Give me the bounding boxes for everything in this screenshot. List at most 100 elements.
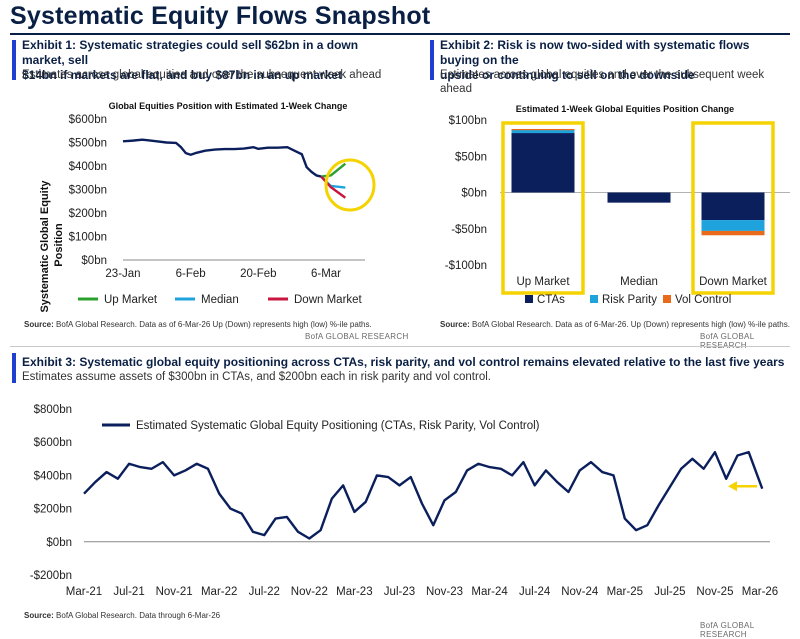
section-divider [10, 346, 790, 347]
exhibit3-subtitle: Estimates assume assets of $300bn in CTA… [22, 371, 491, 383]
chart2-bar-ctas [607, 192, 671, 203]
chart3-x-tick-label: Mar-26 [742, 586, 778, 598]
chart3-x-tick-label: Nov-21 [156, 586, 193, 598]
chart1-y-axis-label-line2: Position [53, 223, 65, 267]
chart1-x-tick-label: 23-Jan [105, 268, 140, 280]
chart2-highlight-box [501, 121, 585, 295]
chart3-x-tick-label: Nov-23 [426, 586, 463, 598]
chart3-x-tick-label: Jul-24 [519, 586, 551, 598]
chart1-y-tick-label: $600bn [69, 114, 107, 126]
chart2-legend-label: Risk Parity [602, 294, 657, 306]
chart3-positioning-line [83, 450, 764, 540]
exhibit3-source: Source: BofA Global Research. Data throu… [24, 611, 220, 620]
chart2-svg: Estimated 1-Week Global Equities Positio… [445, 104, 790, 306]
exhibit2-source-text: BofA Global Research. Data as of 6-Mar-2… [472, 320, 790, 329]
exhibit2-source-label: Source: [440, 320, 470, 329]
chart1-legend-label: Up Market [104, 294, 158, 306]
exhibit3-accent-bar [12, 353, 16, 383]
chart2-bar-vol-control [511, 128, 575, 131]
exhibit2-title-line2: upside or continuing to sell on the down… [440, 68, 695, 82]
chart1-x-tick-label: 20-Feb [240, 268, 276, 280]
chart2-y-tick-label: -$100bn [445, 260, 487, 272]
exhibit3-source-label: Source: [24, 611, 54, 620]
chart1-x-tick-label: 6-Mar [311, 268, 341, 280]
chart1-y-axis-label-line1: Systematic Global Equity [39, 180, 51, 313]
chart3-x-tick-label: Mar-21 [66, 586, 102, 598]
chart3-arrow-head [728, 481, 737, 492]
exhibit3-source-text: BofA Global Research. Data through 6-Mar… [56, 611, 221, 620]
chart3-y-tick-label: -$200bn [30, 570, 72, 582]
exhibit1-source: Source: BofA Global Research. Data as of… [24, 320, 372, 329]
chart3-x-tick-label: Jul-23 [384, 586, 415, 598]
chart1-legend-label: Median [201, 294, 239, 306]
exhibit1-title-line1: Exhibit 1: Systematic strategies could s… [22, 38, 359, 67]
chart1-projection-up-market [321, 162, 347, 178]
exhibit3-title: Exhibit 3: Systematic global equity posi… [22, 355, 785, 369]
chart3-x-tick-label: Jul-25 [654, 586, 685, 598]
chart3-x-tick-label: Nov-25 [696, 586, 733, 598]
chart3-x-tick-label: Mar-22 [201, 586, 237, 598]
chart1-history-line [122, 138, 322, 178]
chart1-y-axis-label: Systematic Global Equity Position [39, 177, 65, 312]
chart2-legend-swatch [590, 295, 598, 303]
exhibit2-subtitle: Estimates across global equities and ove… [440, 69, 765, 95]
exhibit3-brand: BofA GLOBAL RESEARCH [700, 621, 755, 639]
chart1-y-tick-label: $200bn [69, 208, 107, 220]
exhibit2-accent-bar [430, 40, 434, 80]
chart3-svg: $800bn $600bn $400bn $200bn $0bn -$200bn Mar-… [30, 404, 778, 598]
chart1-legend-label: Down Market [294, 294, 363, 306]
chart1-x-tick-label: 6-Feb [176, 268, 206, 280]
chart3-x-tick-label: Nov-24 [561, 586, 599, 598]
exhibit1-title: Exhibit 1: Systematic strategies could s… [22, 38, 402, 83]
chart2-highlight-box [691, 121, 775, 295]
page-title: Systematic Equity Flows Snapshot [10, 2, 431, 30]
chart3-y-tick-label: $200bn [34, 504, 72, 516]
chart1-highlight-ellipse [324, 158, 376, 212]
chart3-y-tick-label: $800bn [34, 404, 72, 416]
exhibit1-accent-bar [12, 40, 16, 80]
chart2-legend-label: Vol Control [675, 294, 731, 306]
chart3-y-tick-label: $0bn [46, 537, 72, 549]
chart1-y-tick-label: $400bn [69, 161, 107, 173]
exhibit1-title-line2: $14bn if markets are flat, and buy $87bn… [22, 68, 343, 82]
exhibit2-source: Source: BofA Global Research. Data as of… [440, 320, 790, 329]
chart3-x-tick-label: Jul-22 [249, 586, 280, 598]
chart1-y-tick-label: $0bn [81, 255, 107, 267]
exhibit1-source-text: BofA Global Research. Data as of 6-Mar-2… [56, 320, 372, 329]
chart2-y-tick-label: $50bn [455, 151, 487, 163]
chart2-bar-ctas [701, 192, 765, 221]
chart1-y-tick-label: $100bn [69, 232, 107, 244]
chart3-legend-label: Estimated Systematic Global Equity Posit… [136, 420, 540, 432]
chart3-x-tick-label: Mar-25 [607, 586, 643, 598]
chart1-y-tick-label: $500bn [69, 138, 107, 150]
chart2-title: Estimated 1-Week Global Equities Positio… [516, 104, 734, 114]
chart2-bar-risk-parity [511, 129, 575, 134]
exhibit2-title-line1: Exhibit 2: Risk is now two-sided with sy… [440, 38, 750, 67]
chart3-x-tick-label: Mar-24 [471, 586, 508, 598]
chart3-x-tick-label: Mar-23 [336, 586, 372, 598]
chart2-bar-risk-parity [701, 220, 765, 231]
chart2-category-label: Up Market [516, 276, 570, 288]
chart2-y-tick-label: $0bn [461, 188, 487, 200]
chart2-category-label: Down Market [699, 276, 768, 288]
chart3-y-tick-label: $600bn [34, 437, 72, 449]
title-rule [10, 33, 790, 35]
chart2-category-label: Median [620, 276, 658, 288]
chart2-bar-vol-control [701, 230, 765, 236]
chart3-y-tick-label: $400bn [34, 470, 72, 482]
chart3-x-tick-label: Jul-21 [113, 586, 144, 598]
chart2-bar-ctas [511, 133, 575, 193]
chart1-svg: Global Equities Position with Estimated … [39, 101, 376, 313]
exhibit1-source-label: Source: [24, 320, 54, 329]
exhibit2-brand: BofA GLOBAL RESEARCH [700, 332, 755, 350]
chart3-x-tick-label: Nov-22 [291, 586, 328, 598]
exhibit1-subtitle: Estimates across global equities and ove… [22, 69, 382, 81]
chart2-legend-label: CTAs [537, 294, 565, 306]
chart1-projection-down-market [320, 175, 347, 199]
chart1-y-tick-label: $300bn [69, 185, 107, 197]
chart1-title: Global Equities Position with Estimated … [109, 101, 348, 111]
chart2-legend-swatch [525, 295, 533, 303]
chart2-y-tick-label: -$50bn [451, 224, 487, 236]
chart2-legend-swatch [663, 295, 671, 303]
exhibit2-title: Exhibit 2: Risk is now two-sided with sy… [440, 38, 790, 83]
